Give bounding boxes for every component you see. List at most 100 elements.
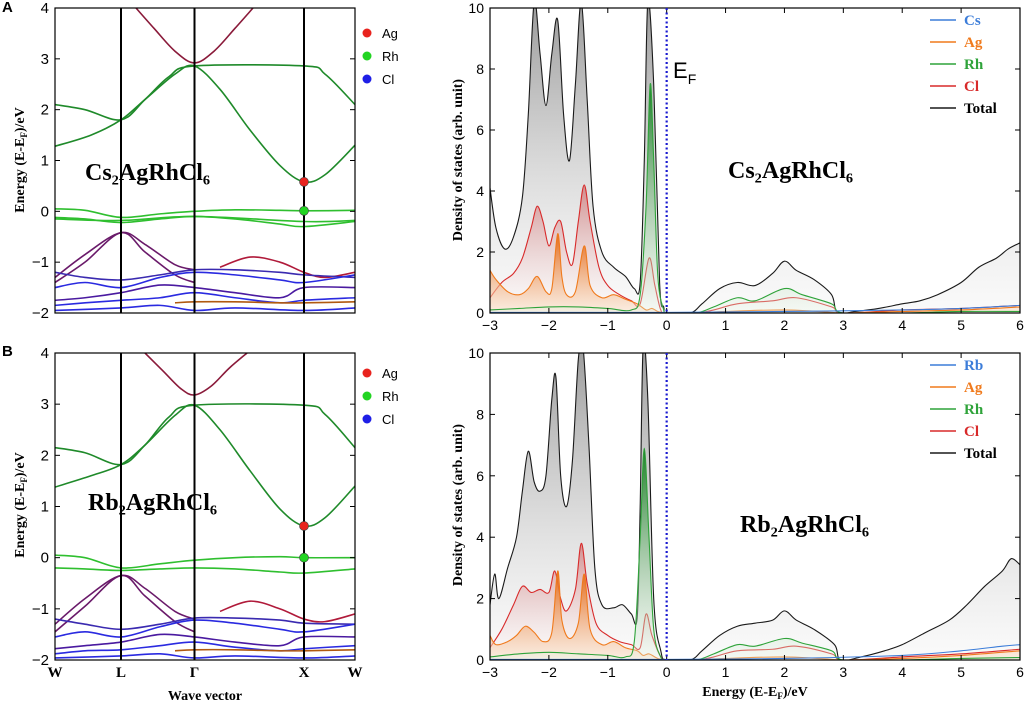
y-tick-label: −1 [32,254,49,271]
x-tick-label: 0 [663,317,671,333]
band-a-compound-label: Cs₂AgRhCl₆ [85,160,210,186]
band-line-5 [55,574,195,625]
panel-label-b: B [2,343,13,360]
y-tick-label: 2 [41,102,49,119]
legend-label-ag: Ag [964,380,983,396]
legend-label-cs: Cs [964,13,981,29]
y-ticks-band-b: −2 −1 0 1 2 3 4 [32,345,355,669]
x-tick-label: Γ [190,665,200,681]
y-tick-label: 4 [41,0,49,17]
legend-label-rh: Rh [964,402,984,418]
legend-dos-b: Rb Ag Rh Cl Total [930,358,997,462]
fermi-level-label: EF [673,58,696,87]
y-tick-label: 4 [41,345,49,362]
x-tick-label: 2 [781,664,789,680]
band-structure-b: −2 −1 0 1 2 3 4 W L Γ X W Rb₂AgRhCl₆ Energy (E-EF)… [13,345,399,704]
band-line-11 [55,284,355,302]
x-tick-label: W [48,665,63,681]
x-tick-label: −3 [482,317,498,333]
x-tick-label: 4 [898,317,906,333]
dos-a-compound-label: Cs₂AgRhCl₆ [728,158,853,184]
dos-area-ag [490,570,1020,660]
legend-label-cl: Cl [964,79,979,95]
y-axis-label-dos-b: Density of states (arb. unit) [451,424,466,586]
dos-area-ag [490,233,1020,313]
legend-label-total: Total [964,101,997,117]
y-tick-label: 1 [41,499,49,516]
y-axis-label-band-b: Energy (E-EF)/eV [13,452,29,557]
x-tick-label: −1 [600,317,616,333]
x-tick-label: 4 [898,664,906,680]
legend-label-rh: Rh [382,49,399,64]
band-line-14 [55,304,355,312]
band-line-7 [219,600,355,623]
y-tick-label: 10 [468,0,484,16]
legend-label-cl: Cl [964,424,979,440]
band-line-10 [55,633,355,650]
x-tick-label: 3 [839,664,847,680]
y-axis-label-dos-a: Density of states (arb. unit) [451,79,466,241]
legend-label-ag: Ag [964,35,983,51]
legend-band-a: Ag Rh Cl [362,26,399,87]
y-tick-label: 0 [41,550,49,567]
kpoint-lines-b [120,353,305,660]
x-tick-label: 5 [957,317,965,333]
band-line-1 [55,403,355,466]
y-tick-label: 0 [476,652,484,668]
y-tick-label: 0 [41,203,49,220]
legend-label-cl: Cl [382,72,394,87]
kpoint-lines-a [120,8,305,313]
band-line-5 [55,215,355,223]
x-tick-label: 6 [1016,317,1024,333]
x-axis-label-dos: Energy (E-EF)/eV [702,685,807,701]
legend-label-rb: Rb [964,358,983,374]
legend-swatch-cl [362,74,372,84]
legend-swatch-cl [362,414,372,424]
band-line-13 [174,300,355,304]
y-tick-label: 3 [41,396,49,413]
x-tick-label: 5 [957,664,965,680]
legend-swatch-ag [362,28,372,38]
legend-label-total: Total [964,446,997,462]
y-tick-label: 2 [476,591,484,607]
band-line-12 [174,648,355,652]
legend-label-cl: Cl [382,412,394,427]
x-tick-label: 1 [722,317,730,333]
y-tick-label: 10 [468,345,484,361]
y-tick-label: 2 [476,244,484,260]
band-structure-a: −2 −1 0 1 2 3 4 Cs₂AgRhCl₆ Energy (E-EF)/eV Ag… [13,0,399,322]
x-tick-label: X [299,665,310,681]
legend-label-rh: Rh [964,57,984,73]
band-line-1 [55,63,355,121]
y-tick-label: −1 [32,601,49,618]
x-tick-label: 6 [1016,664,1024,680]
legend-label-rh: Rh [382,389,399,404]
dos-plot-a: 0 2 4 6 8 10 −3 −2 −1 0 1 2 3 4 5 6 EF Cs₂AgRhCl₆ Densi… [451,0,1024,333]
y-tick-label: 4 [476,183,484,199]
x-tick-label: −3 [482,664,498,680]
markers-b [299,521,309,563]
panel-label-a: A [2,0,13,16]
x-tick-label: −2 [541,317,557,333]
band-line-3 [55,554,355,569]
x-tick-label: L [116,665,126,681]
ticks-dos-a: 0 2 4 6 8 10 −3 −2 −1 0 1 2 3 4 5 6 [468,0,1024,333]
band-line-8 [55,616,355,631]
y-tick-label: 8 [476,406,484,422]
y-tick-label: 1 [41,153,49,170]
band-marker [299,552,309,563]
y-tick-label: 8 [476,61,484,77]
legend-band-b: Ag Rh Cl [362,366,399,427]
band-line-8 [219,256,355,279]
x-tick-label: 0 [663,664,671,680]
y-tick-label: −2 [32,305,49,322]
band-line-7 [55,231,195,284]
x-tick-label: −2 [541,664,557,680]
plot-frame-dos-b [489,352,1021,661]
y-tick-label: 0 [476,305,484,321]
legend-label-ag: Ag [382,366,398,381]
band-line-0 [144,353,248,396]
dos-b-compound-label: Rb₂AgRhCl₆ [740,512,869,538]
band-marker [299,177,309,187]
